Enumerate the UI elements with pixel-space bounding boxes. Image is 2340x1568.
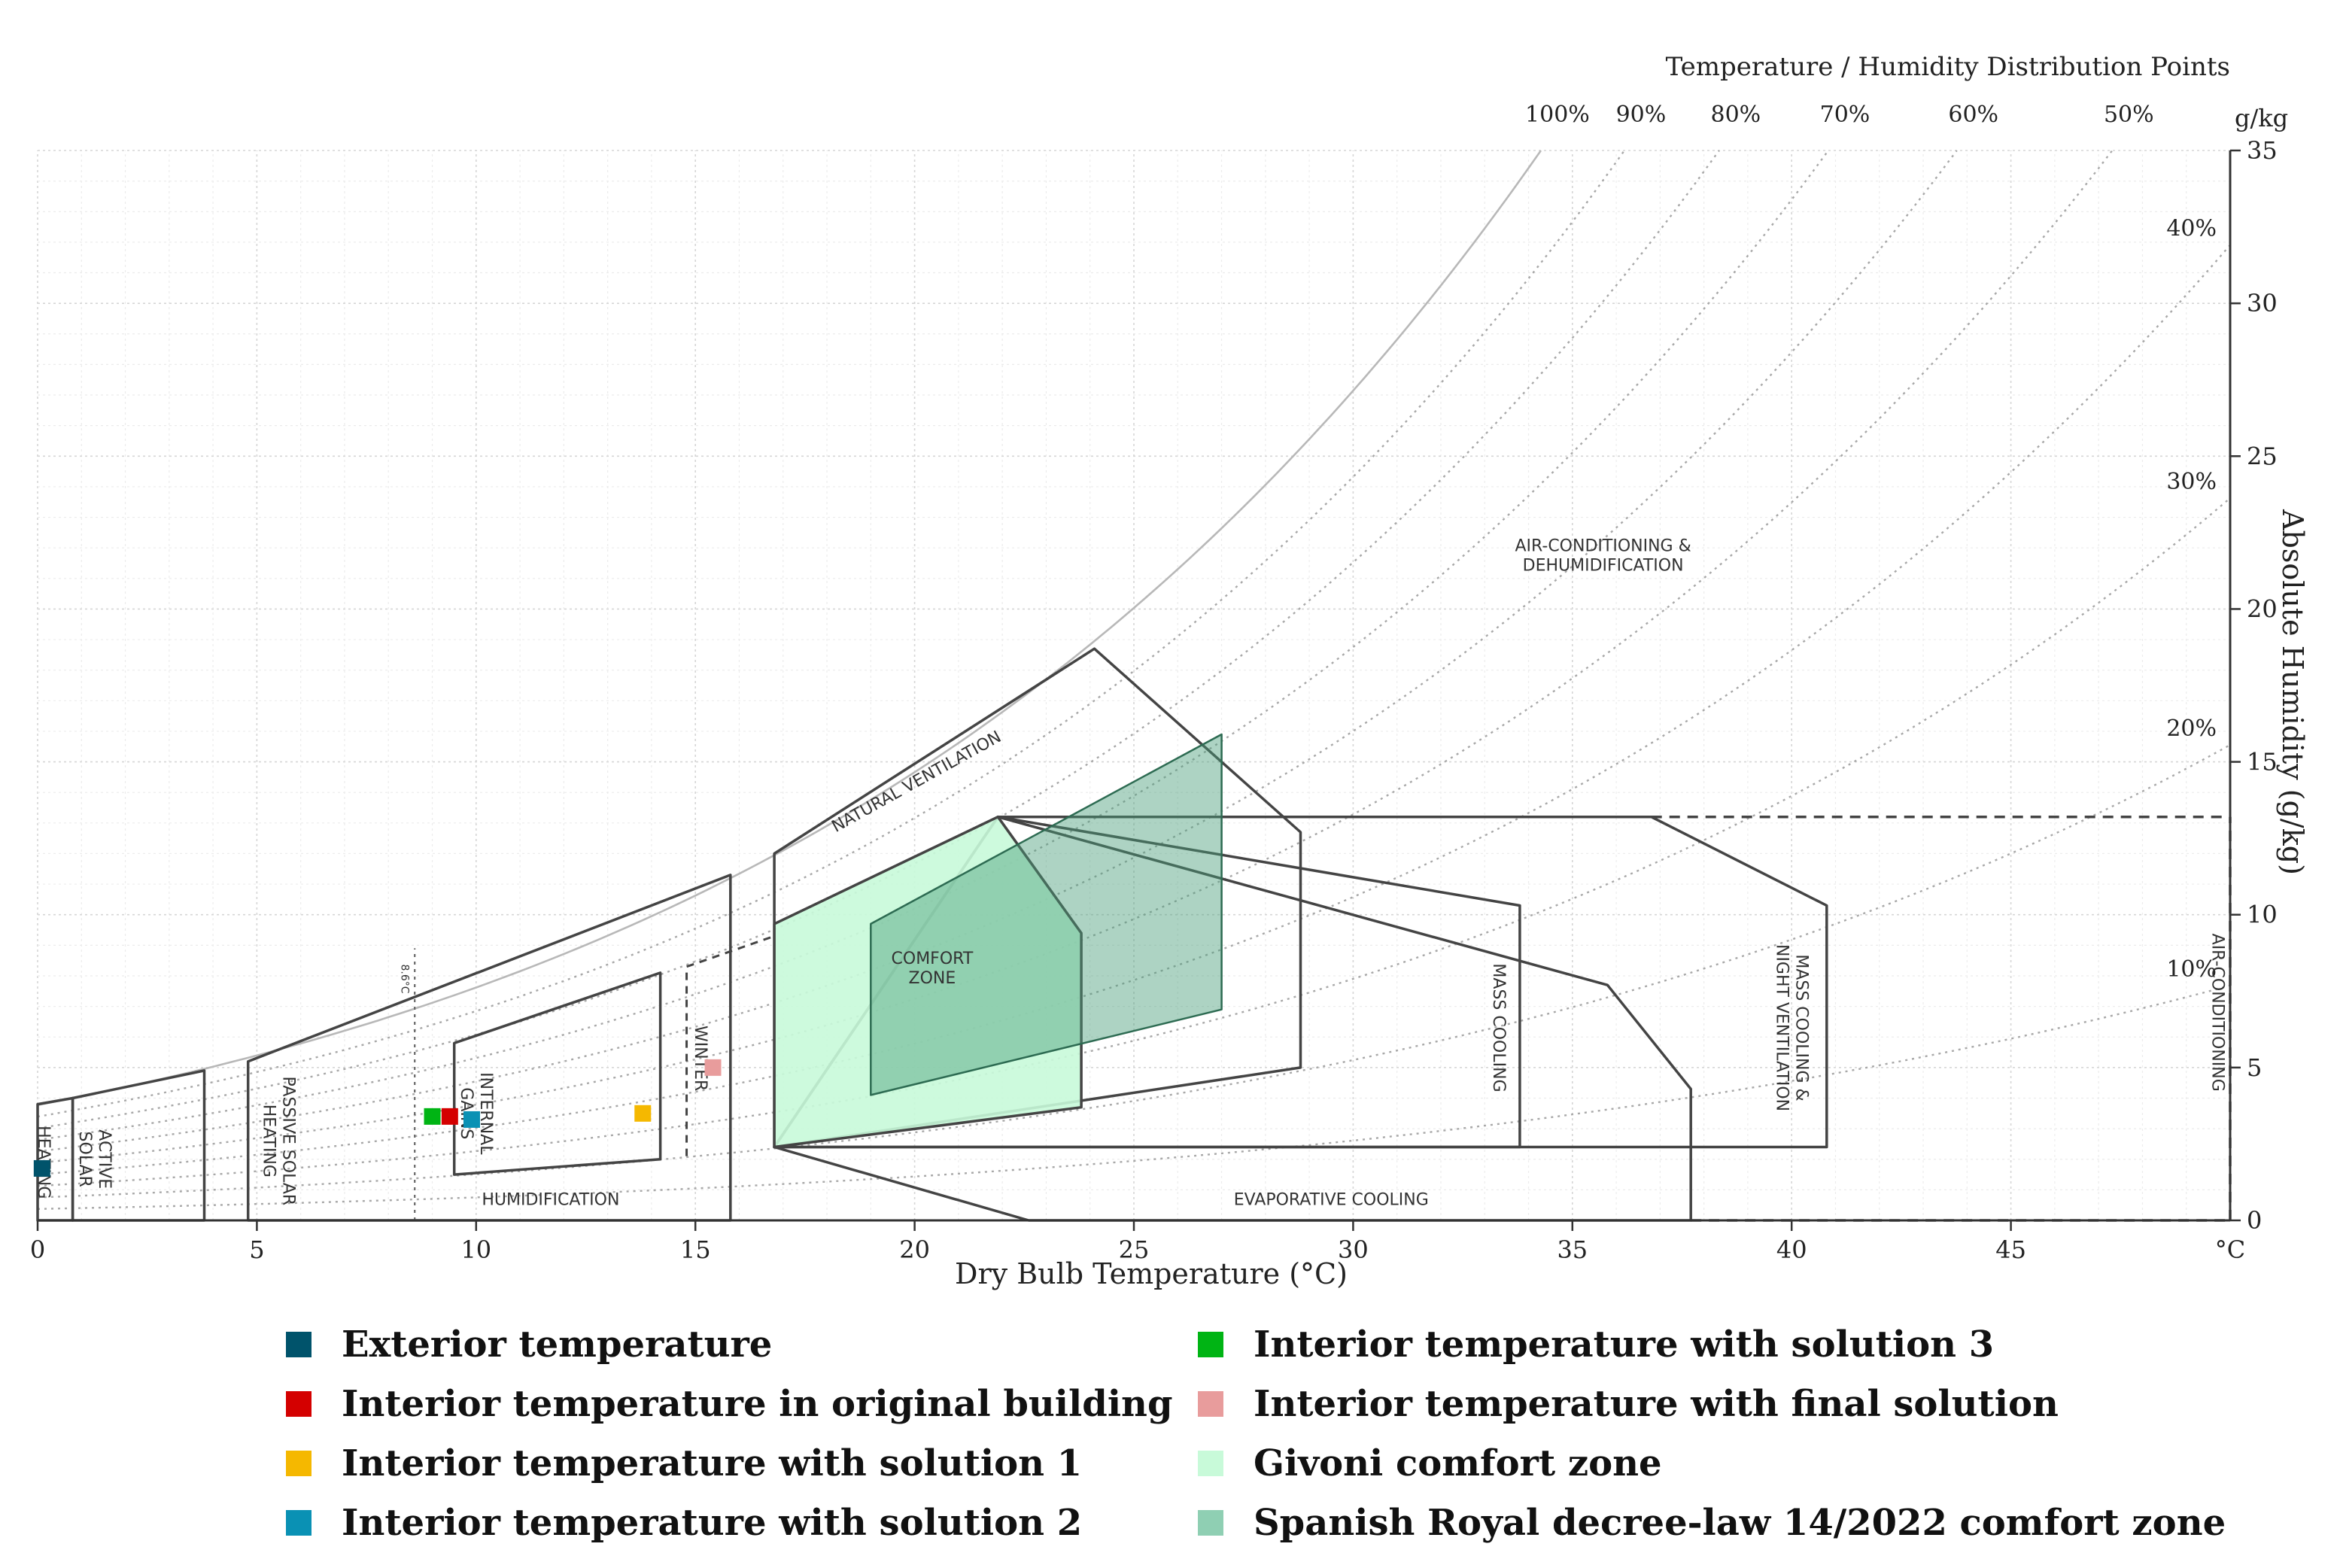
legend-swatch xyxy=(286,1510,311,1536)
legend-item: Interior temperature with solution 1 xyxy=(286,1437,1082,1490)
y-unit-label: g/kg xyxy=(2235,104,2288,132)
legend-label: Spanish Royal decree-law 14/2022 comfort… xyxy=(1254,1502,2226,1544)
rh-label-30: 30% xyxy=(2166,469,2217,495)
psychrometric-chart: 100% 90% 80% 70% 60% 50% 40% 30% 20% 10% 0 5 10 15 20… xyxy=(30,52,2309,1290)
x-tick-label: 35 xyxy=(1557,1235,1588,1264)
x-tick-label: 15 xyxy=(680,1235,711,1264)
data-point-6 xyxy=(704,1059,722,1076)
legend-label: Interior temperature with solution 2 xyxy=(342,1502,1083,1544)
zone-passive-solar xyxy=(246,874,732,1222)
rh-label-80: 80% xyxy=(1711,102,1761,128)
zone-natural-ventilation xyxy=(773,647,1302,1149)
y-axis-label: Absolute Humidity (g/kg) xyxy=(2276,509,2309,875)
comfort-zones xyxy=(36,647,2232,1222)
data-point-2 xyxy=(441,1108,458,1125)
chart-legend: Exterior temperature Interior temperature… xyxy=(286,1318,2242,1559)
legend-label: Interior temperature with solution 3 xyxy=(1254,1323,1995,1366)
legend-label: Interior temperature in original buildin… xyxy=(342,1383,1173,1425)
zone-label-temp-marker: 8.6°C xyxy=(399,965,411,994)
data-point-1 xyxy=(33,1159,50,1177)
legend-label: Exterior temperature xyxy=(342,1323,773,1366)
zone-givoni-comfort xyxy=(773,815,1083,1149)
y-tick-label: 5 xyxy=(2247,1053,2262,1082)
data-points xyxy=(33,1059,722,1177)
zone-label-passive-solar: PASSIVE SOLARHEATING xyxy=(260,1077,298,1206)
data-point-4 xyxy=(463,1111,480,1128)
legend-item: Interior temperature with solution 3 xyxy=(1198,1318,1994,1371)
x-tick-label: 0 xyxy=(30,1235,45,1264)
y-tick-label: 10 xyxy=(2247,901,2278,929)
legend-swatch xyxy=(1198,1391,1223,1417)
rh-label-10: 10% xyxy=(2166,956,2217,983)
rh-curve-30 xyxy=(37,497,2231,1187)
legend-label: Givoni comfort zone xyxy=(1254,1442,1662,1484)
x-tick-label: 25 xyxy=(1119,1235,1150,1264)
x-tick-label: 30 xyxy=(1338,1235,1369,1264)
zone-label-active-solar: ACTIVESOLAR xyxy=(75,1129,114,1189)
legend-swatch xyxy=(1198,1451,1223,1476)
chart-subtitle: Temperature / Humidity Distribution Poin… xyxy=(1666,52,2230,82)
y-tick-label: 30 xyxy=(2247,289,2278,318)
x-tick-label: 10 xyxy=(460,1235,491,1264)
chart-grid xyxy=(37,150,2231,1221)
legend-item: Interior temperature in original buildin… xyxy=(286,1378,1173,1430)
data-point-5 xyxy=(424,1108,441,1125)
rh-label-70: 70% xyxy=(1820,102,1870,128)
legend-item: Givoni comfort zone xyxy=(1198,1437,1662,1490)
rh-label-40: 40% xyxy=(2166,216,2217,242)
zone-label-comfort-zone: COMFORT ZONE xyxy=(892,950,974,988)
x-unit-label: °C xyxy=(2215,1235,2245,1264)
zone-spanish-comfort xyxy=(870,733,1223,1096)
y-tick-label: 25 xyxy=(2247,442,2278,470)
legend-swatch xyxy=(286,1332,311,1357)
rh-curve-40 xyxy=(37,244,2231,1176)
legend-swatch xyxy=(1198,1332,1223,1357)
rh-curve-10 xyxy=(37,984,2231,1210)
y-tick-label: 0 xyxy=(2247,1206,2262,1235)
rh-curve-80 xyxy=(37,150,1720,1129)
legend-label: Interior temperature with final solution xyxy=(1254,1383,2059,1425)
y-tick-label: 15 xyxy=(2247,748,2278,776)
zone-label-mass-cooling-night: MASS COOLING &NIGHT VENTILATION xyxy=(1772,944,1810,1111)
x-tick-label: 40 xyxy=(1776,1235,1807,1264)
data-point-3 xyxy=(634,1105,652,1122)
rh-label-100: 100% xyxy=(1525,102,1590,128)
rh-label-20: 20% xyxy=(2166,716,2217,742)
x-tick-label: 5 xyxy=(249,1235,264,1264)
legend-swatch xyxy=(1198,1510,1223,1536)
legend-item: Interior temperature with solution 2 xyxy=(286,1497,1082,1549)
legend-item: Interior temperature with final solution xyxy=(1198,1378,2059,1430)
x-tick-label: 20 xyxy=(899,1235,930,1264)
y-tick-label: 20 xyxy=(2247,594,2278,623)
rh-label-50: 50% xyxy=(2104,102,2154,128)
zone-label-winter: WINTER xyxy=(691,1026,710,1091)
rh-curve-20 xyxy=(37,743,2231,1199)
y-tick-label: 35 xyxy=(2247,136,2278,165)
legend-item: Exterior temperature xyxy=(286,1318,772,1371)
zone-label-air-conditioning-dehum: AIR-CONDITIONING & DEHUMIDIFICATION xyxy=(1515,536,1691,575)
legend-swatch xyxy=(286,1451,311,1476)
zone-air-conditioning xyxy=(1651,815,2232,1222)
zone-label-air-conditioning: AIR-CONDITIONING xyxy=(2208,934,2227,1092)
zone-label-humidification: HUMIDIFICATION xyxy=(482,1191,619,1210)
zone-label-evaporative-cooling: EVAPORATIVE COOLING xyxy=(1234,1191,1429,1210)
zone-label-mass-cooling: MASS COOLING xyxy=(1489,963,1508,1092)
legend-item: Spanish Royal decree-law 14/2022 comfort… xyxy=(1198,1497,2226,1549)
zone-label-natural-ventilation: NATURAL VENTILATION xyxy=(829,728,1005,837)
rh-label-90: 90% xyxy=(1616,102,1667,128)
legend-label: Interior temperature with solution 1 xyxy=(342,1442,1083,1484)
x-tick-label: 45 xyxy=(1995,1235,2026,1264)
x-axis-label: Dry Bulb Temperature (°C) xyxy=(955,1257,1348,1290)
legend-swatch xyxy=(286,1391,311,1417)
rh-label-60: 60% xyxy=(1948,102,1998,128)
zone-internal-gains xyxy=(452,971,662,1176)
